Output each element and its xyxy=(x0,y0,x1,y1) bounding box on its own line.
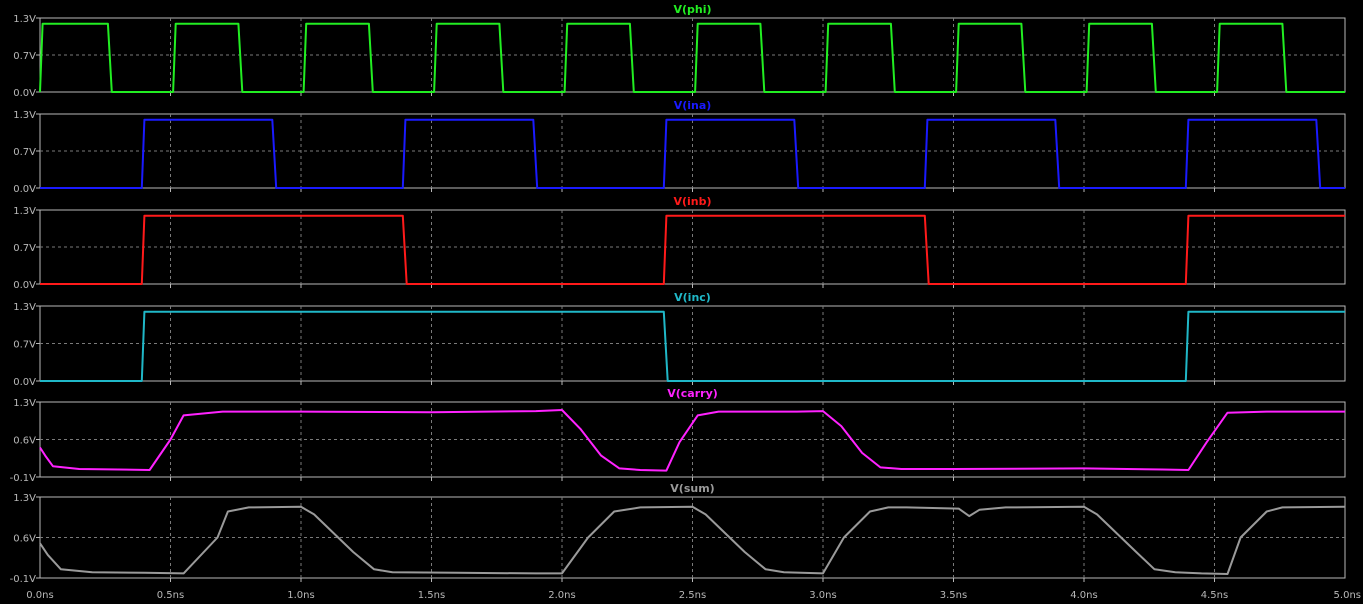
y-tick-label: -0.1V xyxy=(10,574,37,585)
y-tick-label: 1.3V xyxy=(13,14,36,25)
x-tick-label: 3.5ns xyxy=(940,590,967,601)
pane-title: V(phi) xyxy=(673,3,711,16)
pane-title: V(carry) xyxy=(667,387,718,400)
trace-line xyxy=(39,22,1345,93)
pane-vinc: 1.3V 0.7V 0.0V V(inc) xyxy=(13,291,1346,388)
pane-vina: 1.3V 0.7V 0.0V V(ina) xyxy=(13,99,1346,195)
y-tick-label: 0.7V xyxy=(13,147,36,158)
y-tick-label: 0.7V xyxy=(13,51,36,62)
y-tick-label: 1.3V xyxy=(13,493,36,504)
y-tick-label: 1.3V xyxy=(13,206,36,217)
y-tick-label: 0.6V xyxy=(13,436,36,447)
y-tick-label: 0.0V xyxy=(13,184,36,195)
x-tick-label: 4.5ns xyxy=(1201,590,1228,601)
x-tick-label: 5.0ns xyxy=(1334,590,1361,601)
trace-line xyxy=(40,118,1345,189)
trace-line xyxy=(40,214,1345,285)
y-tick-label: 0.6V xyxy=(13,534,36,545)
trace-line xyxy=(39,505,1346,575)
pane-title: V(ina) xyxy=(674,99,712,112)
y-tick-label: 1.3V xyxy=(13,398,36,409)
pane-vsum: 1.3V 0.6V -0.1V V(sum) xyxy=(10,482,1346,585)
pane-title: V(inc) xyxy=(674,291,711,304)
pane-title: V(inb) xyxy=(673,195,711,208)
y-tick-label: 0.0V xyxy=(13,280,36,291)
trace-line xyxy=(39,409,1345,472)
y-tick-label: 1.3V xyxy=(13,110,36,121)
x-tick-label: 1.0ns xyxy=(287,590,314,601)
x-tick-label: 1.5ns xyxy=(418,590,445,601)
x-tick-label: 4.0ns xyxy=(1070,590,1097,601)
y-tick-label: 0.0V xyxy=(13,88,36,99)
pane-vinb: 1.3V 0.7V 0.0V V(inb) xyxy=(13,195,1346,291)
x-tick-label: 0.0ns xyxy=(26,590,53,601)
x-tick-label: 3.0ns xyxy=(809,590,836,601)
y-tick-label: 0.7V xyxy=(13,340,36,351)
y-tick-label: 0.7V xyxy=(13,243,36,254)
pane-title: V(sum) xyxy=(670,482,714,495)
x-tick-label: 2.5ns xyxy=(679,590,706,601)
x-tick-label: 2.0ns xyxy=(548,590,575,601)
pane-vphi: 1.3V 0.7V 0.0V V(phi) xyxy=(13,3,1346,99)
y-tick-label: -0.1V xyxy=(10,473,37,484)
pane-vcarry: 1.3V 0.6V -0.1V V(carry) xyxy=(10,387,1346,484)
trace-line xyxy=(40,310,1345,382)
x-tick-label: 0.5ns xyxy=(157,590,184,601)
y-tick-label: 0.0V xyxy=(13,377,36,388)
y-tick-label: 1.3V xyxy=(13,302,36,313)
